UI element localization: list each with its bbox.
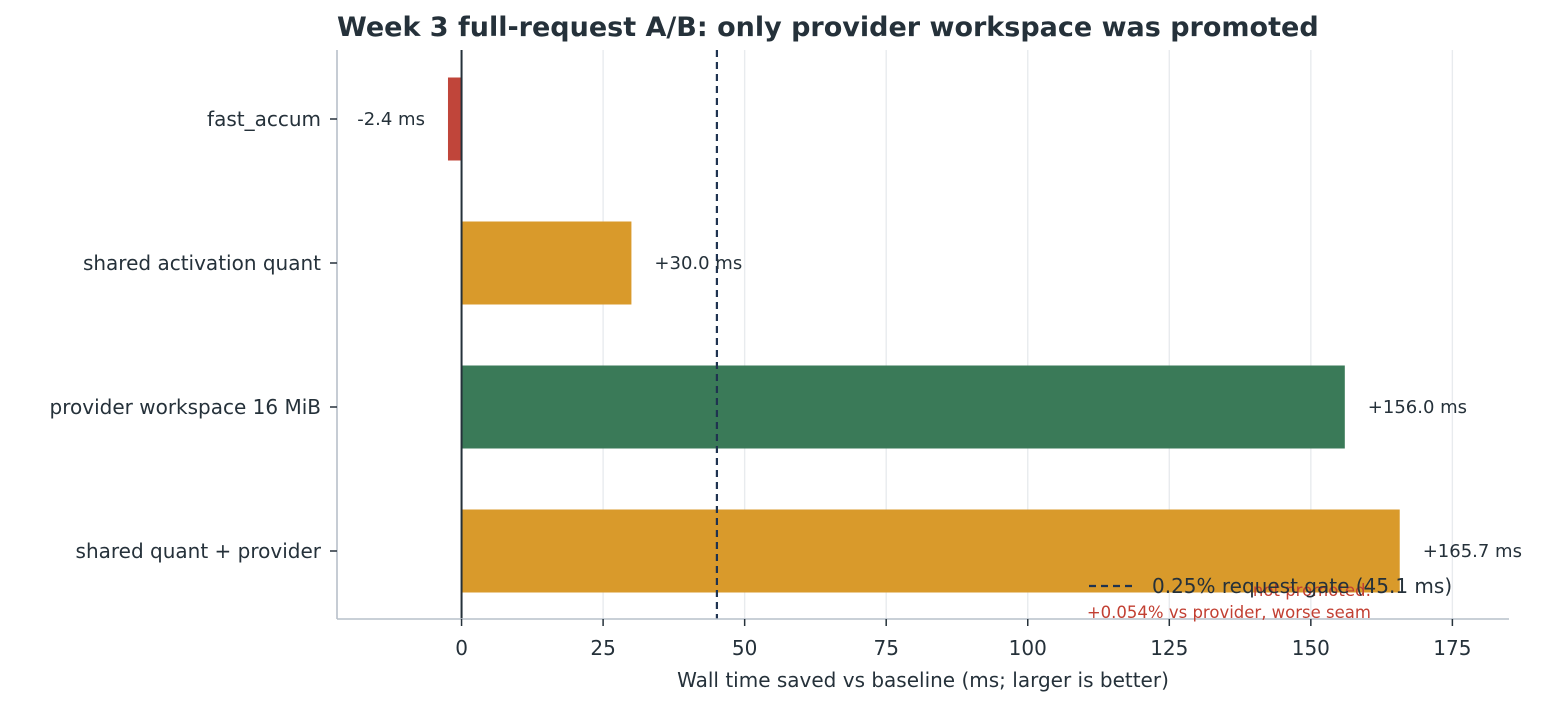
x-ticks: 0 25 50 75 100 125 150 175 [455,619,1471,660]
x-axis-label: Wall time saved vs baseline (ms; larger … [677,668,1169,692]
legend-label-request-gate: 0.25% request gate (45.1 ms) [1152,574,1452,598]
value-label-3: +165.7 ms [1423,541,1522,562]
legend: 0.25% request gate (45.1 ms) [1089,574,1452,598]
promotion-note: not promoted: +0.054% vs provider, worse… [1087,581,1371,622]
x-tick-label-3: 75 [873,636,898,660]
annotation-line-1: not promoted: [1253,581,1371,600]
chart-title: Week 3 full-request A/B: only provider w… [337,12,1319,43]
annotation-line-2: +0.054% vs provider, worse seam [1087,603,1371,622]
bars [447,77,1400,593]
value-label-1: +30.0 ms [654,253,742,274]
x-tick-label-5: 125 [1150,636,1188,660]
x-tick-label-7: 175 [1433,636,1471,660]
x-tick-label-6: 150 [1292,636,1330,660]
value-labels: -2.4 ms +30.0 ms +156.0 ms +165.7 ms [357,109,1522,562]
bar-1 [461,221,632,305]
value-label-0: -2.4 ms [357,109,425,130]
x-tick-label-2: 50 [732,636,757,660]
value-label-2: +156.0 ms [1368,397,1467,418]
grid [460,50,1454,619]
category-label-0: fast_accum [207,107,321,131]
x-tick-label-0: 0 [455,636,468,660]
bar-0 [447,77,462,161]
category-label-1: shared activation quant [83,251,321,275]
category-label-3: shared quant + provider [76,539,322,563]
bar-2 [461,365,1345,449]
x-tick-label-1: 25 [590,636,615,660]
x-tick-label-4: 100 [1009,636,1047,660]
category-label-2: provider workspace 16 MiB [50,395,321,419]
bar-3 [461,509,1400,593]
